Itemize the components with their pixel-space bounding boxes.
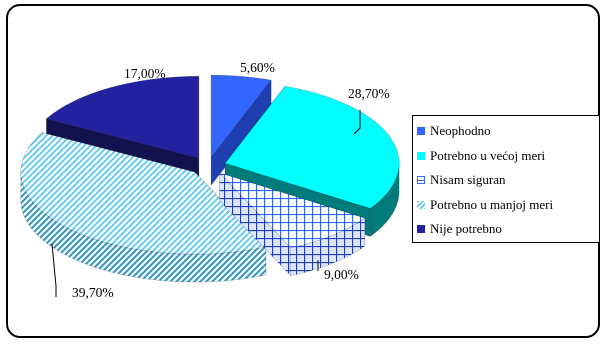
legend-item-nisam-siguran: Nisam siguran [417,168,595,193]
pie-slices [20,74,400,283]
data-label-nije-potrebno: 17,00% [124,66,166,81]
leader-line-potrebno-u-manjoj-meri [51,243,57,297]
slice-wall-nisam-siguran-end [219,172,292,277]
legend-swatch-potrebno-u-vecoj-meri [417,151,425,160]
leader-line-potrebno-u-vecoj-meri [353,110,361,135]
legend-item-nije-potrebno: Nije potrebno [417,217,595,242]
data-label-neophodno: 5,60% [240,60,275,75]
data-label-potrebno-u-vecoj-meri: 28,70% [348,86,390,101]
pie-slice-potrebno-u-manjoj-meri [20,132,267,283]
legend-label-neophodno: Neophodno [430,123,491,139]
slice-top-potrebno-u-manjoj-meri [20,132,267,255]
data-label-nisam-siguran: 9,00% [324,267,359,282]
legend-swatch-nije-potrebno [417,225,425,234]
data-labels: 5,60% 28,70% 9,00% 39,70% 17,00% [72,60,390,300]
legend-swatch-neophodno [417,127,425,136]
legend-item-neophodno: Neophodno [417,119,595,144]
legend-label-nije-potrebno: Nije potrebno [430,221,502,237]
legend-swatch-potrebno-u-manjoj-meri [417,200,425,209]
leader-lines [51,110,361,297]
pie-chart: 5,60% 28,70% 9,00% 39,70% 17,00% [20,60,400,300]
legend-item-potrebno-u-vecoj-meri: Potrebno u većoj meri [417,144,595,169]
slice-top-potrebno-u-vecoj-meri [224,85,400,209]
slice-top-nisam-siguran [218,172,366,249]
legend-label-potrebno-u-vecoj-meri: Potrebno u većoj meri [430,147,546,163]
slice-top-nije-potrebno [45,75,200,159]
legend-label-nisam-siguran: Nisam siguran [430,172,506,188]
legend-item-potrebno-u-manjoj-meri: Potrebno u manjoj meri [417,193,595,218]
slice-top-neophodno [210,74,272,159]
legend-label-potrebno-u-manjoj-meri: Potrebno u manjoj meri [430,196,554,212]
data-label-potrebno-u-manjoj-meri: 39,70% [72,285,114,300]
legend-swatch-nisam-siguran [417,176,425,185]
legend: Neophodno Potrebno u većoj meri Nisam sigu… [412,115,600,243]
pie-slice-nisam-siguran [218,172,366,277]
pie-slice-neophodno [210,74,272,187]
